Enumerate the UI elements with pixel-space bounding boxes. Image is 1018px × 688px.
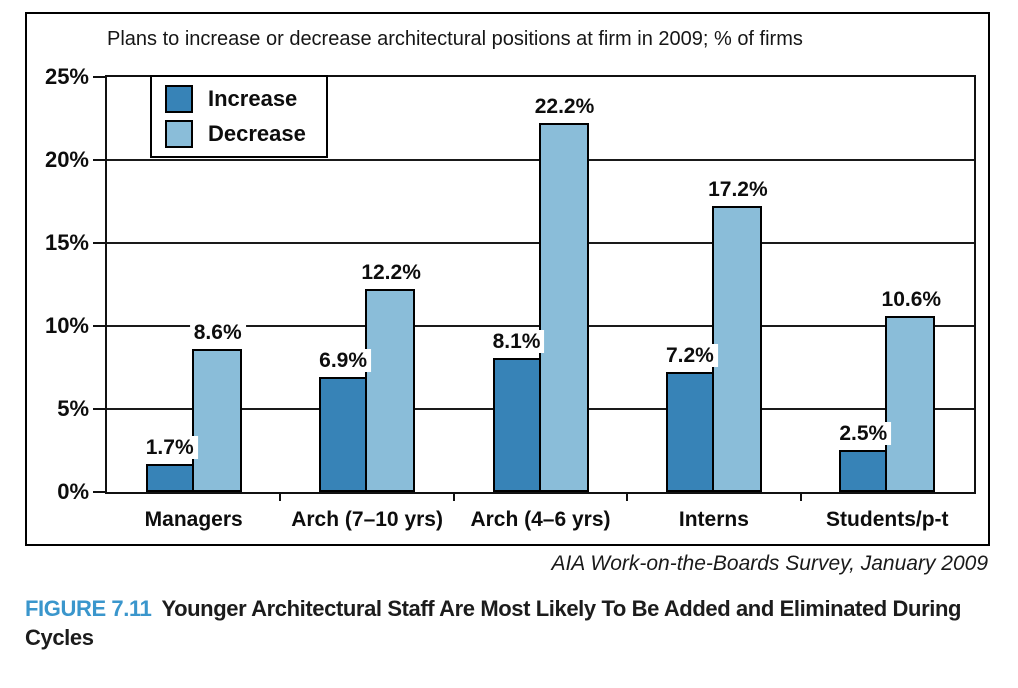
x-axis-tick-mark xyxy=(799,492,802,501)
figure-number: FIGURE 7.11 xyxy=(25,596,152,621)
y-axis-tick-mark xyxy=(93,76,107,78)
y-axis-tick-label: 20% xyxy=(44,147,89,172)
x-axis-tick-mark xyxy=(279,492,282,501)
value-label: 10.6% xyxy=(877,288,946,311)
bar-decrease-interns xyxy=(711,206,762,492)
value-label: 12.2% xyxy=(357,261,425,284)
figure-caption: FIGURE 7.11 Younger Architectural Staff A… xyxy=(25,594,1000,652)
y-axis-tick-label: 15% xyxy=(44,230,89,255)
bar-decrease-students-p-t xyxy=(885,316,936,492)
y-axis-tick-label: 0% xyxy=(57,479,89,504)
category-label: Arch (4–6 yrs) xyxy=(470,508,611,531)
bar-increase-interns xyxy=(665,372,714,492)
bar-increase-managers xyxy=(145,464,194,492)
category-label: Students/p-t xyxy=(826,508,949,531)
legend-item-increase: Increase xyxy=(165,85,306,113)
chart-title: Plans to increase or decrease architectu… xyxy=(107,28,803,50)
bar-decrease-managers xyxy=(191,349,242,492)
value-label: 17.2% xyxy=(704,178,772,201)
y-axis-tick-mark xyxy=(93,408,107,410)
bar-increase-students-p-t xyxy=(839,450,888,492)
bar-decrease-arch-4-6-yrs- xyxy=(538,123,589,492)
value-label: 6.9% xyxy=(315,349,372,372)
value-label: 7.2% xyxy=(661,344,718,367)
legend-label: Decrease xyxy=(208,121,306,146)
x-axis-tick-mark xyxy=(626,492,629,501)
category-label: Managers xyxy=(144,508,243,531)
legend-label: Increase xyxy=(208,86,298,111)
y-axis-tick-label: 25% xyxy=(44,64,89,89)
y-axis-tick-label: 10% xyxy=(44,313,89,338)
value-label: 2.5% xyxy=(835,422,892,445)
bar-increase-arch-4-6-yrs- xyxy=(492,358,541,492)
value-label: 1.7% xyxy=(141,436,198,459)
value-label: 8.1% xyxy=(488,330,545,353)
x-axis-tick-mark xyxy=(452,492,455,501)
value-label: 22.2% xyxy=(530,95,599,118)
source-attribution: AIA Work-on-the-Boards Survey, January 2… xyxy=(551,552,988,575)
legend-swatch-icon xyxy=(165,85,193,113)
figure-caption-text: Younger Architectural Staff Are Most Lik… xyxy=(25,596,962,650)
y-axis-tick-mark xyxy=(93,159,107,161)
legend: Increase Decrease xyxy=(150,75,328,158)
bar-decrease-arch-7-10-yrs- xyxy=(365,289,416,492)
y-axis-tick-mark xyxy=(93,325,107,327)
category-label: Arch (7–10 yrs) xyxy=(291,508,443,531)
y-axis-tick-mark xyxy=(93,491,107,493)
y-axis-tick-label: 5% xyxy=(57,396,89,421)
plot-area: Increase Decrease 1.7% 8.6% 6.9% 12.2% 8.1% 22… xyxy=(105,75,976,494)
legend-item-decrease: Decrease xyxy=(165,120,306,148)
y-axis-tick-mark xyxy=(93,242,107,244)
category-label: Interns xyxy=(678,508,749,531)
chart-frame: Plans to increase or decrease architectu… xyxy=(25,12,990,546)
value-label: 8.6% xyxy=(189,321,246,344)
bar-increase-arch-7-10-yrs- xyxy=(319,377,368,492)
legend-swatch-icon xyxy=(165,120,193,148)
